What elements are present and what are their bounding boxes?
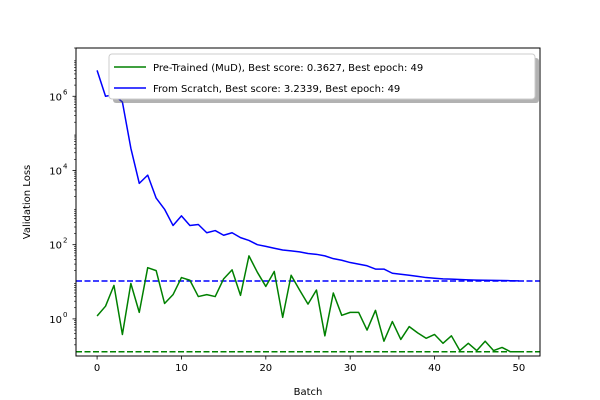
legend: Pre-Trained (MuD), Best score: 0.3627, B… xyxy=(108,53,539,103)
y-axis-label: Validation Loss xyxy=(22,165,33,240)
series-line-1 xyxy=(96,70,519,282)
x-tick-label: 40 xyxy=(428,363,441,374)
legend-label-0: Pre-Trained (MuD), Best score: 0.3627, B… xyxy=(153,63,423,74)
x-axis-ticks: 0 10 20 30 40 50 xyxy=(94,356,525,374)
plot-content xyxy=(76,70,540,353)
y-tick-exponent: 2 xyxy=(63,237,67,245)
y-tick-label: 10 xyxy=(49,315,62,326)
y-tick-exponent: 4 xyxy=(63,162,68,170)
x-tick-label: 20 xyxy=(259,363,272,374)
x-tick-label: 30 xyxy=(344,363,357,374)
legend-box xyxy=(108,53,536,100)
y-tick-exponent: 0 xyxy=(63,311,67,319)
y-tick-label: 10 xyxy=(49,241,62,252)
plot-frame xyxy=(75,47,541,357)
x-tick-label: 50 xyxy=(513,363,526,374)
y-tick-label: 10 xyxy=(49,166,62,177)
y-tick-label: 10 xyxy=(49,92,62,103)
x-tick-label: 0 xyxy=(94,363,100,374)
series-line-0 xyxy=(96,255,519,353)
y-tick-exponent: 6 xyxy=(63,88,68,96)
x-tick-label: 10 xyxy=(175,363,188,374)
legend-label-1: From Scratch, Best score: 3.2339, Best e… xyxy=(153,84,400,95)
x-axis-label: Batch xyxy=(294,387,323,398)
